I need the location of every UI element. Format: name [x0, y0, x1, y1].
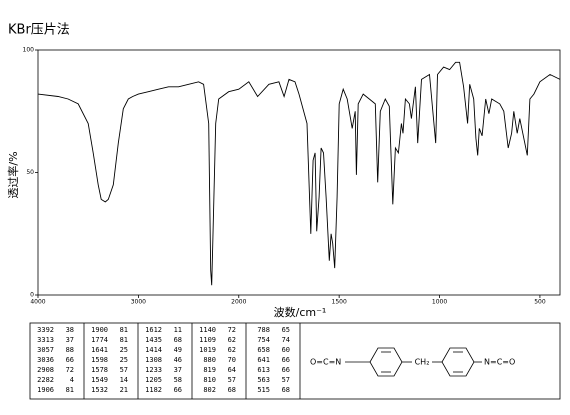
peak-wavenumber: 3036	[37, 356, 54, 364]
y-tick-label: 50	[26, 169, 34, 176]
peak-transmittance: 58	[174, 376, 182, 384]
peak-transmittance: 66	[282, 356, 290, 364]
peak-wavenumber: 1900	[91, 326, 108, 334]
peak-wavenumber: 515	[257, 386, 270, 394]
peak-transmittance: 68	[282, 386, 290, 394]
peak-transmittance: 70	[228, 356, 236, 364]
peak-wavenumber: 810	[203, 376, 216, 384]
peak-transmittance: 60	[282, 346, 290, 354]
peak-transmittance: 72	[66, 366, 74, 374]
peak-wavenumber: 1182	[145, 386, 162, 394]
peak-wavenumber: 819	[203, 366, 216, 374]
peak-wavenumber: 1308	[145, 356, 162, 364]
peak-wavenumber: 1532	[91, 386, 108, 394]
structure-label: CH₂	[415, 358, 430, 367]
peak-wavenumber: 802	[203, 386, 216, 394]
peak-wavenumber: 613	[257, 366, 270, 374]
peak-wavenumber: 563	[257, 376, 270, 384]
peak-transmittance: 4	[70, 376, 74, 384]
chart-title: KBr压片法	[8, 23, 70, 38]
peak-transmittance: 68	[174, 336, 182, 344]
y-axis-label: 透过率/%	[6, 151, 20, 198]
peak-transmittance: 25	[120, 346, 128, 354]
peak-wavenumber: 2908	[37, 366, 54, 374]
peak-wavenumber: 3392	[37, 326, 54, 334]
peak-transmittance: 46	[174, 356, 182, 364]
peak-transmittance: 81	[66, 386, 74, 394]
peak-transmittance: 38	[66, 326, 74, 334]
y-tick-label: 0	[30, 292, 34, 299]
peak-transmittance: 66	[282, 366, 290, 374]
peak-transmittance: 37	[66, 336, 74, 344]
peak-transmittance: 62	[228, 346, 236, 354]
peak-wavenumber: 788	[257, 326, 270, 334]
peak-transmittance: 72	[228, 326, 236, 334]
peak-wavenumber: 641	[257, 356, 270, 364]
peak-transmittance: 81	[120, 336, 128, 344]
peak-transmittance: 64	[228, 366, 236, 374]
peak-wavenumber: 3057	[37, 346, 54, 354]
peak-wavenumber: 1612	[145, 326, 162, 334]
peak-transmittance: 68	[228, 386, 236, 394]
structure-label: N=C=O	[484, 358, 515, 367]
peak-transmittance: 57	[120, 366, 128, 374]
peak-transmittance: 65	[282, 326, 290, 334]
peak-wavenumber: 2282	[37, 376, 54, 384]
peak-wavenumber: 1109	[199, 336, 216, 344]
peak-wavenumber: 754	[257, 336, 270, 344]
structure	[345, 347, 482, 377]
peak-transmittance: 49	[174, 346, 182, 354]
x-tick-label: 3000	[131, 299, 146, 306]
peak-transmittance: 57	[282, 376, 290, 384]
peak-transmittance: 66	[174, 386, 182, 394]
peak-wavenumber: 1233	[145, 366, 162, 374]
plot-frame	[37, 49, 561, 296]
peak-wavenumber: 1906	[37, 386, 54, 394]
peak-wavenumber: 1140	[199, 326, 216, 334]
peak-wavenumber: 658	[257, 346, 270, 354]
peak-wavenumber: 1578	[91, 366, 108, 374]
peak-wavenumber: 1641	[91, 346, 108, 354]
peak-wavenumber: 880	[203, 356, 216, 364]
peak-transmittance: 14	[120, 376, 128, 384]
spectrum-line	[37, 61, 561, 286]
peak-transmittance: 25	[120, 356, 128, 364]
peak-transmittance: 74	[282, 336, 290, 344]
peak-transmittance: 57	[228, 376, 236, 384]
peak-wavenumber: 3313	[37, 336, 54, 344]
peak-transmittance: 62	[228, 336, 236, 344]
structure-label: O=C=N	[310, 358, 341, 367]
peak-wavenumber: 1435	[145, 336, 162, 344]
table-frame	[29, 322, 561, 400]
peak-wavenumber: 1598	[91, 356, 108, 364]
peak-wavenumber: 1414	[145, 346, 162, 354]
peak-wavenumber: 1205	[145, 376, 162, 384]
peak-transmittance: 66	[66, 356, 74, 364]
peak-wavenumber: 1774	[91, 336, 108, 344]
peak-transmittance: 21	[120, 386, 128, 394]
peak-wavenumber: 1549	[91, 376, 108, 384]
peak-wavenumber: 1019	[199, 346, 216, 354]
x-tick-label: 2000	[231, 299, 246, 306]
x-tick-label: 1000	[432, 299, 447, 306]
peak-transmittance: 11	[174, 326, 182, 334]
x-tick-label: 4000	[30, 299, 45, 306]
peak-transmittance: 81	[120, 326, 128, 334]
y-tick-label: 100	[23, 47, 35, 54]
peak-transmittance: 37	[174, 366, 182, 374]
x-axis-label: 波数/cm⁻¹	[274, 306, 327, 319]
x-tick-label: 500	[534, 299, 546, 306]
peak-transmittance: 88	[66, 346, 74, 354]
x-tick-label: 1500	[332, 299, 347, 306]
